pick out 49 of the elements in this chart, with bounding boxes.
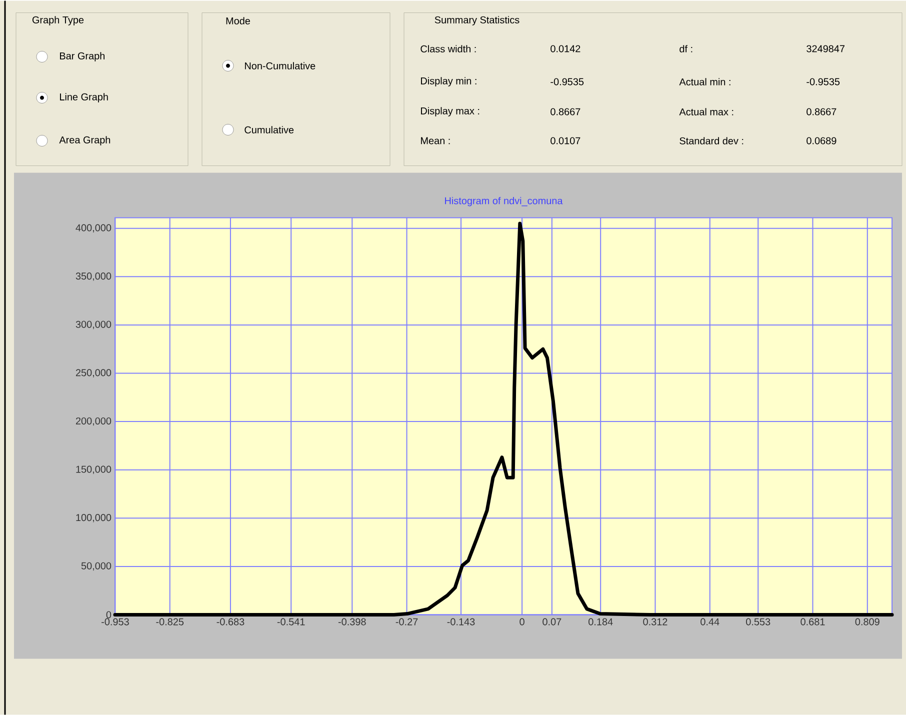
text: Actual min : [679, 78, 730, 86]
text: Class width : [420, 45, 476, 53]
text: 0.0107 [550, 137, 580, 145]
y-tick-label: 150,000 [76, 466, 112, 474]
x-tick-label: 0.07 [542, 618, 562, 626]
x-tick-label: 0.312 [643, 618, 668, 626]
x-tick-label: 0 [520, 618, 524, 626]
text: 0.8667 [806, 108, 836, 116]
chart-title: Histogram of ndvi_comuna [445, 197, 563, 206]
text: df : [680, 45, 692, 53]
text: Area Graph [59, 136, 110, 146]
x-tick-label: 0.184 [588, 618, 613, 626]
y-tick-label: 300,000 [76, 321, 112, 330]
text: Display min : [421, 77, 476, 87]
text: Summary Statistics [434, 16, 520, 26]
x-tick-label: -0.541 [277, 618, 305, 626]
text: Graph Type [32, 16, 84, 26]
text: -0.9535 [806, 78, 840, 86]
x-tick-label: 0.553 [746, 618, 770, 626]
y-tick-label: 400,000 [76, 224, 112, 233]
text: 0.8667 [550, 108, 580, 116]
x-tick-label: 0.809 [855, 618, 880, 626]
text: 0.0689 [806, 137, 836, 145]
text: Mean : [421, 138, 450, 144]
y-tick-label: 50,000 [81, 562, 112, 571]
y-tick-label: 350,000 [76, 272, 112, 282]
x-tick-label: -0.825 [156, 618, 184, 626]
text: Non-Cumulative [245, 62, 316, 70]
text: Line Graph [60, 93, 108, 103]
y-tick-label: 0 [106, 611, 112, 619]
x-tick-label: -0.27 [396, 618, 418, 626]
text: Cumulative [244, 126, 294, 134]
y-tick-label: 250,000 [76, 369, 112, 378]
x-tick-label: -0.683 [216, 618, 244, 626]
text: -0.9535 [550, 78, 584, 86]
x-tick-label: 0.681 [800, 618, 825, 626]
text: Bar Graph [60, 52, 104, 62]
x-tick-label: -0.398 [338, 618, 366, 626]
y-tick-label: 200,000 [76, 418, 112, 426]
text: 3249847 [806, 45, 844, 53]
text: Mode [226, 17, 250, 25]
x-tick-label: 0.44 [700, 618, 720, 626]
y-tick-label: 100,000 [76, 514, 112, 523]
text: 0.0142 [550, 45, 580, 53]
text: Display max : [421, 107, 480, 117]
x-tick-label: -0.953 [102, 618, 129, 626]
x-tick-label: -0.143 [447, 618, 475, 626]
text: Standard dev : [680, 137, 744, 145]
text: Actual max : [679, 108, 734, 116]
